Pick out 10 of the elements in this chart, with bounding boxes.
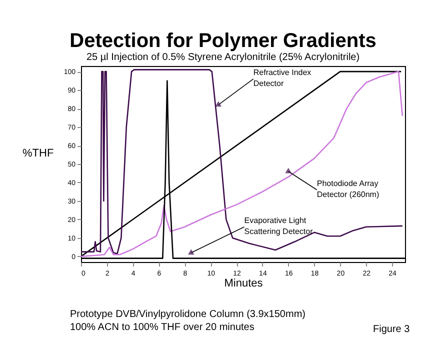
annotation: Refractive Index Detector — [253, 68, 312, 88]
annotation: Photodiode Array Detector (260nm) — [316, 178, 380, 199]
text: Prototype DVB/Vinylpyrolidone Column (3.9x150mm) — [70, 309, 306, 320]
chart-subtitle: 25 µl Injection of 0.5% Styrene Acrylonitrile (25% Acrylonitrile) — [86, 52, 360, 63]
annotation: Evaporative Light Scattering Detector — [244, 216, 314, 236]
y-axis-title: %THF — [22, 148, 54, 160]
text: 100% ACN to 100% THF over 20 minutes — [70, 322, 254, 333]
chart-title: Detection for Polymer Gradients — [70, 30, 376, 52]
caption: Figure 3 — [373, 324, 410, 335]
x-axis-title: Minutes — [224, 278, 264, 290]
